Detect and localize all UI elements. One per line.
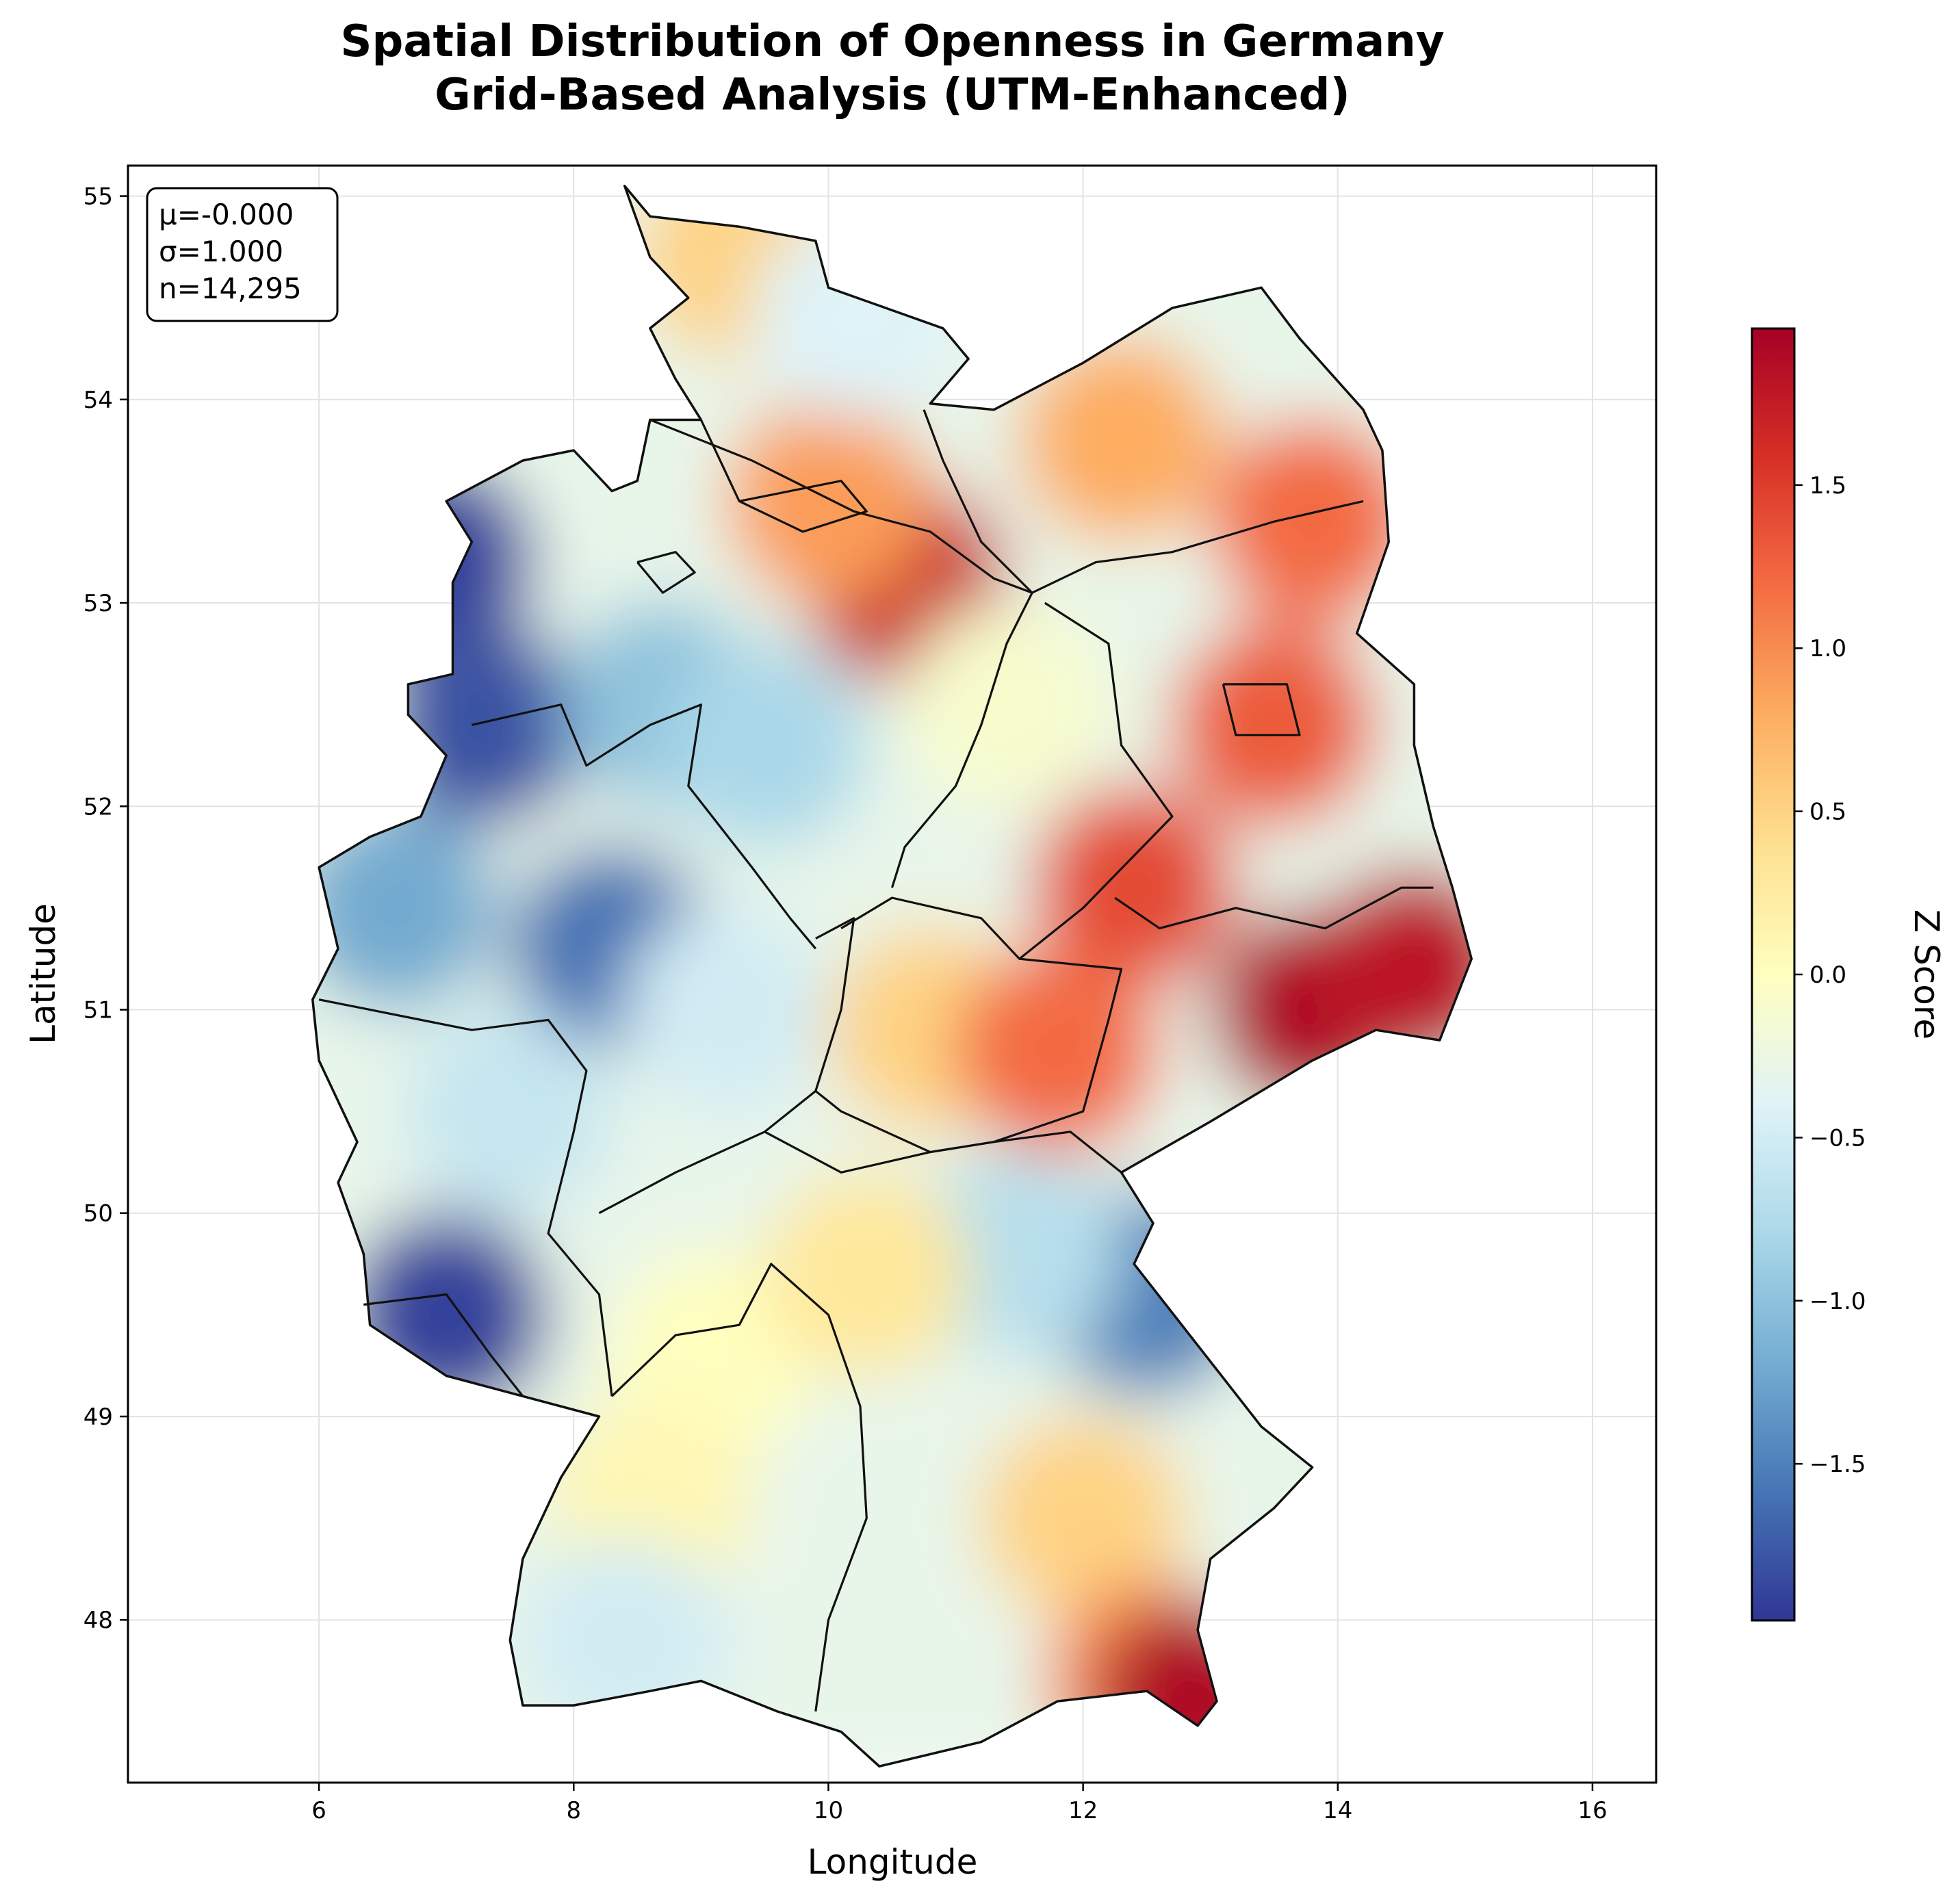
x-tick-label: 16 — [1577, 1797, 1607, 1824]
axes-frame — [127, 164, 1658, 1784]
field-cell — [725, 398, 931, 604]
state-border — [923, 409, 1364, 594]
stats-n: n=14,295 — [159, 272, 302, 305]
y-tick-label: 48 — [83, 1607, 113, 1634]
field-cell — [1018, 337, 1224, 543]
x-axis-ticks: 6 8 10 12 14 16 — [311, 1783, 1608, 1824]
colorbar-tick-label: −0.5 — [1809, 1124, 1866, 1152]
y-tick-label: 53 — [83, 590, 113, 617]
colorbar-tick-label: 0.0 — [1809, 961, 1846, 989]
colorbar-tick-label: −1.5 — [1809, 1451, 1866, 1478]
colorbar-gradient — [1751, 327, 1796, 1622]
field-cell — [312, 805, 498, 1011]
germany-outline — [311, 184, 1473, 1768]
state-border — [318, 998, 613, 1397]
colorbar-label: Z Score — [1907, 909, 1946, 1039]
y-tick-label: 49 — [83, 1404, 113, 1431]
chart-title: Spatial Distribution of Openness in Germ… — [340, 16, 1444, 67]
state-border — [699, 419, 868, 533]
x-tick-label: 14 — [1323, 1797, 1352, 1824]
state-border — [636, 551, 696, 594]
field-cell — [903, 602, 1109, 807]
y-tick-label: 52 — [83, 793, 113, 820]
x-tick-label: 10 — [814, 1797, 843, 1824]
colorbar-tick-label: 1.0 — [1809, 635, 1846, 662]
x-tick-label: 8 — [566, 1797, 581, 1824]
stats-mean: μ=-0.000 — [159, 198, 294, 231]
field-cell — [1031, 785, 1237, 991]
colorbar-tick-label: −1.0 — [1809, 1288, 1866, 1315]
x-axis-label: Longitude — [808, 1842, 978, 1882]
colorbar: −1.5 −1.0 −0.5 0.0 0.5 1.0 1.5 Z Score — [1751, 327, 1946, 1622]
x-tick-label: 6 — [311, 1797, 326, 1824]
y-axis-ticks: 48 49 50 51 52 53 54 55 — [83, 183, 128, 1634]
state-border — [814, 896, 1123, 1154]
state-border — [610, 1263, 868, 1712]
field-cell — [764, 1171, 970, 1377]
stats-box: μ=-0.000 σ=1.000 n=14,295 — [146, 187, 339, 322]
stats-sd: σ=1.000 — [159, 235, 283, 268]
state-border — [764, 1130, 1122, 1174]
chart-subtitle: Grid-Based Analysis (UTM-Enhanced) — [435, 70, 1350, 120]
y-tick-label: 50 — [83, 1200, 113, 1228]
field-cell — [980, 1415, 1186, 1621]
field-cell — [1209, 419, 1415, 625]
state-border — [1114, 886, 1434, 930]
field-cell — [916, 1151, 1122, 1357]
state-border — [1222, 683, 1301, 736]
state-border — [649, 419, 1033, 594]
y-tick-label: 55 — [83, 183, 113, 211]
field-cell — [662, 643, 868, 849]
y-axis-label: Latitude — [23, 903, 63, 1044]
state-border — [363, 1293, 524, 1397]
field-cell — [623, 907, 829, 1113]
state-border — [890, 592, 1033, 888]
y-tick-label: 54 — [83, 387, 113, 414]
x-tick-label: 12 — [1068, 1797, 1098, 1824]
y-tick-label: 51 — [83, 997, 113, 1024]
colorbar-tick-label: 0.5 — [1809, 799, 1846, 826]
colorbar-ticks: −1.5 −1.0 −0.5 0.0 0.5 1.0 1.5 — [1794, 472, 1866, 1478]
state-border — [472, 703, 817, 950]
state-borders — [318, 409, 1434, 1712]
state-border — [1018, 602, 1174, 960]
field-cell — [407, 1009, 613, 1215]
colorbar-tick-label: 1.5 — [1809, 472, 1846, 500]
field-cell — [1171, 622, 1377, 828]
field-cell — [955, 947, 1161, 1153]
